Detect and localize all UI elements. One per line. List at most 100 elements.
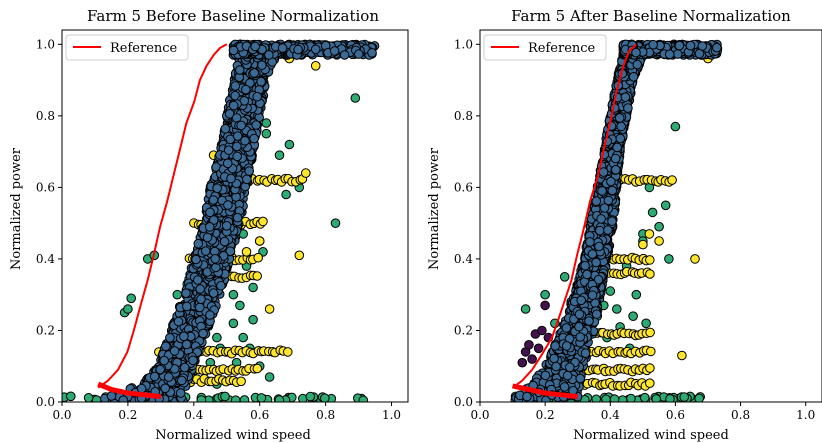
x-tick-label: 1.0: [382, 408, 401, 422]
blue-point: [196, 294, 206, 305]
blue-point: [205, 310, 215, 320]
blue-point: [244, 166, 254, 176]
blue-point: [169, 346, 180, 356]
purple-point: [524, 340, 534, 350]
y-tick-label: 0.6: [36, 180, 55, 194]
yellow-point: [258, 216, 268, 227]
yellow-point: [254, 236, 265, 246]
blue-point: [293, 44, 303, 55]
blue-point: [209, 215, 219, 225]
blue-point: [161, 341, 171, 352]
green-point: [617, 395, 628, 402]
blue-point: [175, 388, 186, 398]
blue-point: [182, 301, 192, 312]
green-point: [261, 118, 272, 128]
blue-point: [208, 195, 219, 205]
blue-point: [224, 109, 235, 119]
yellow-point: [644, 229, 655, 239]
green-point: [628, 311, 638, 322]
green-point: [631, 289, 642, 300]
green-point: [679, 392, 690, 402]
y-tick-label: 0.0: [36, 395, 55, 409]
green-point: [274, 395, 285, 402]
green-point: [640, 392, 650, 402]
green-point: [248, 282, 258, 293]
reference-line-tail: [97, 381, 162, 400]
green-point: [651, 394, 661, 402]
legend: Reference: [65, 34, 189, 61]
yellow-point: [690, 254, 700, 264]
green-point: [261, 128, 272, 139]
blue-point: [230, 81, 241, 91]
green-point: [220, 391, 230, 402]
green-point: [654, 221, 664, 232]
yellow-point: [645, 363, 655, 373]
green-point: [559, 272, 570, 282]
purple-point: [517, 357, 528, 368]
blue-point: [225, 246, 236, 256]
x-tick-label: 0.6: [250, 408, 269, 422]
green-point: [274, 150, 285, 160]
yellow-point: [646, 346, 656, 357]
blue-point: [106, 391, 117, 401]
chart-title: Farm 5 After Baseline Normalization: [511, 7, 791, 25]
yellow-point: [252, 363, 263, 374]
green-point: [605, 286, 616, 296]
green-point: [660, 200, 671, 211]
green-point: [609, 394, 620, 402]
blue-point: [232, 151, 242, 162]
blue-point: [240, 136, 250, 146]
green-point: [694, 393, 704, 402]
blue-point: [210, 253, 220, 264]
plot-frame: [61, 29, 409, 403]
blue-point: [179, 362, 190, 373]
panel-after: Farm 5 After Baseline Normalization 0.0 0…: [427, 7, 822, 443]
blue-point: [232, 131, 243, 141]
blue-point: [149, 371, 160, 382]
green-point: [228, 318, 239, 329]
yellow-point: [645, 269, 655, 279]
blue-point: [252, 91, 263, 102]
blue-point: [249, 68, 259, 78]
blue-point: [223, 145, 234, 155]
x-tick-label: 0.2: [118, 408, 137, 422]
green-point: [256, 393, 267, 402]
blue-point: [208, 288, 219, 298]
x-tick-label: 0.4: [184, 408, 203, 422]
blue-point: [191, 254, 201, 265]
green-point: [248, 314, 258, 325]
x-tick-label: 0.0: [52, 408, 71, 422]
green-point: [641, 318, 651, 329]
yellow-point: [294, 250, 305, 261]
blue-point: [236, 120, 246, 131]
blue-point: [257, 60, 267, 70]
blue-point: [251, 120, 262, 130]
yellow-point: [283, 347, 293, 357]
blue-point: [179, 331, 189, 342]
blue-point: [226, 173, 236, 184]
yellow-point: [264, 304, 275, 314]
green-point: [196, 395, 207, 402]
blue-point: [235, 65, 245, 75]
plot-area: 0.0 0.2 0.4 0.6 0.8 1.00.00.20.40.60.81.0: [454, 29, 822, 422]
y-axis-label: Normalized power: [9, 147, 24, 270]
blue-point: [229, 100, 239, 111]
data-points: [62, 39, 380, 402]
green-point: [540, 289, 550, 300]
blue-point: [195, 302, 205, 313]
blue-point: [242, 174, 252, 185]
purple-point: [537, 325, 547, 336]
green-point: [358, 395, 369, 402]
green-point: [172, 289, 183, 300]
green-point: [284, 139, 295, 150]
green-point: [66, 391, 76, 402]
yellow-point: [301, 168, 311, 178]
green-point: [91, 395, 102, 402]
blue-point: [136, 383, 147, 394]
green-point: [239, 395, 250, 402]
blue-point: [118, 395, 129, 402]
y-tick-label: 0.2: [36, 323, 55, 337]
plot-area: 0.0 0.2 0.4 0.6 0.8 1.00.00.20.40.60.81.0: [36, 29, 409, 422]
blue-point: [264, 50, 274, 60]
blue-point: [232, 141, 242, 152]
